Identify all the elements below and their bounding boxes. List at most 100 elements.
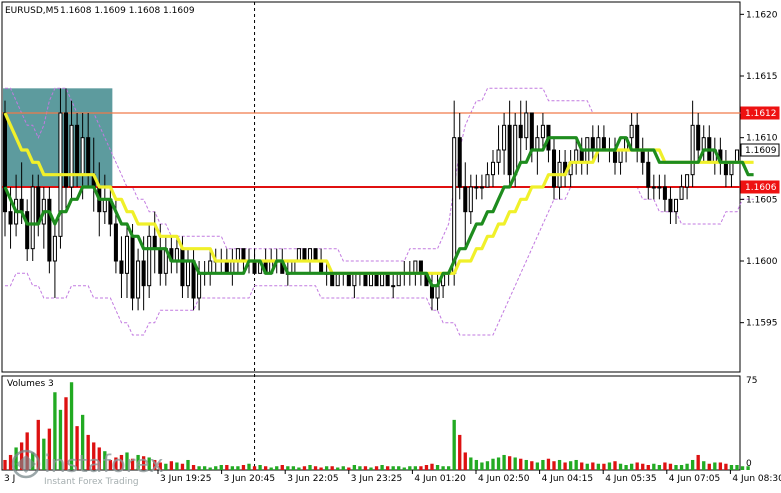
candle-body bbox=[113, 223, 118, 262]
highlight-zone bbox=[3, 88, 113, 187]
time-tick-label-6: 4 Jun 04:15 bbox=[542, 474, 593, 484]
candle bbox=[136, 248, 141, 311]
candle bbox=[518, 100, 523, 163]
candle bbox=[363, 272, 368, 287]
candle bbox=[679, 174, 684, 200]
candle-body bbox=[540, 124, 545, 139]
candle bbox=[463, 162, 468, 249]
candle-body bbox=[729, 161, 734, 176]
candle-body bbox=[136, 260, 141, 299]
candle-body bbox=[612, 149, 618, 163]
price-tag-label-0: 1.1612 bbox=[745, 109, 777, 119]
candle bbox=[69, 100, 74, 200]
candle-body bbox=[734, 149, 740, 163]
candle-body bbox=[80, 137, 85, 176]
candle bbox=[396, 272, 401, 287]
candle-body bbox=[124, 235, 130, 274]
candle-body bbox=[468, 186, 473, 213]
candle bbox=[374, 272, 379, 287]
candle-body bbox=[208, 260, 213, 274]
candle-body bbox=[86, 137, 91, 176]
candle bbox=[30, 174, 35, 261]
candle bbox=[685, 174, 690, 200]
time-tick-label-0: 3 Jun 19:25 bbox=[160, 474, 211, 484]
candle-body bbox=[63, 112, 69, 188]
candle-body bbox=[590, 137, 595, 151]
candle bbox=[346, 272, 351, 287]
candle-body bbox=[396, 272, 401, 287]
candle-body bbox=[479, 186, 484, 189]
candle bbox=[330, 272, 335, 287]
candle-body bbox=[629, 124, 634, 139]
candle bbox=[485, 162, 490, 188]
candle-body bbox=[418, 260, 423, 274]
candle-body bbox=[696, 124, 701, 151]
candle-body bbox=[662, 186, 667, 200]
candle bbox=[313, 248, 318, 262]
time-tick-label-7: 4 Jun 05:35 bbox=[605, 474, 656, 484]
candle-body bbox=[235, 248, 240, 262]
candle-body bbox=[141, 260, 146, 287]
time-tick-label-5: 4 Jun 02:50 bbox=[478, 474, 530, 484]
candle-body bbox=[380, 272, 385, 287]
candle-body bbox=[646, 161, 651, 188]
candle-body bbox=[197, 272, 202, 299]
candle-body bbox=[673, 198, 679, 213]
candle-body bbox=[152, 235, 157, 250]
candle-body bbox=[685, 174, 690, 188]
candle-body bbox=[452, 137, 457, 274]
price-tick-label-3: 1.1605 bbox=[746, 195, 778, 205]
watermark-ring-icon bbox=[11, 449, 41, 479]
candle-body bbox=[640, 149, 645, 163]
time-tick-label-2: 3 Jun 22:05 bbox=[287, 474, 338, 484]
candle-body bbox=[241, 248, 246, 262]
candle-body bbox=[47, 198, 52, 262]
time-tick-label-8: 4 Jun 07:05 bbox=[669, 474, 720, 484]
candle-body bbox=[19, 198, 24, 213]
candle-body bbox=[507, 124, 512, 176]
candle bbox=[502, 113, 507, 175]
candle-body bbox=[313, 248, 318, 262]
candle-body bbox=[180, 248, 185, 287]
candle-body bbox=[668, 198, 673, 213]
candle-body bbox=[2, 112, 8, 213]
chart-ohlc-readout: 1.1608 1.1609 1.1608 1.1609 bbox=[60, 6, 195, 16]
price-tick-label-2: 1.1610 bbox=[746, 134, 778, 144]
candle-body bbox=[701, 137, 706, 151]
volume-scale-min: 0 bbox=[746, 459, 752, 469]
candle bbox=[147, 224, 152, 298]
candle-body bbox=[502, 124, 507, 151]
candle bbox=[673, 198, 679, 224]
candle bbox=[368, 272, 374, 287]
candle-body bbox=[457, 137, 462, 188]
candle-body bbox=[330, 272, 335, 287]
candle-body bbox=[463, 186, 468, 213]
candle-body bbox=[723, 161, 728, 176]
price-tick-label-5: 1.1595 bbox=[746, 319, 778, 329]
candle-body bbox=[518, 124, 523, 139]
volume-scale-max: 75 bbox=[746, 376, 757, 386]
time-tick-label-3: 3 Jun 23:25 bbox=[351, 474, 402, 484]
price-tag-box-1 bbox=[740, 143, 780, 157]
price-tag-box-0 bbox=[740, 106, 780, 120]
candle-body bbox=[335, 272, 340, 287]
candle bbox=[524, 100, 529, 150]
candle bbox=[734, 149, 740, 163]
price-tick-label-1: 1.1615 bbox=[746, 72, 778, 82]
watermark-logo: instaforex Instant Forex Trading bbox=[11, 449, 164, 487]
candle bbox=[335, 272, 340, 287]
candle bbox=[551, 137, 557, 200]
candle bbox=[474, 174, 479, 200]
candle-body bbox=[385, 272, 390, 287]
candle-body bbox=[635, 124, 640, 151]
candle bbox=[690, 100, 695, 187]
candle-body bbox=[25, 211, 30, 250]
candle-body bbox=[302, 248, 307, 262]
candle-body bbox=[291, 260, 296, 274]
candle-body bbox=[8, 211, 13, 225]
price-tag-label-2: 1.1606 bbox=[745, 183, 777, 193]
candle bbox=[385, 272, 390, 287]
